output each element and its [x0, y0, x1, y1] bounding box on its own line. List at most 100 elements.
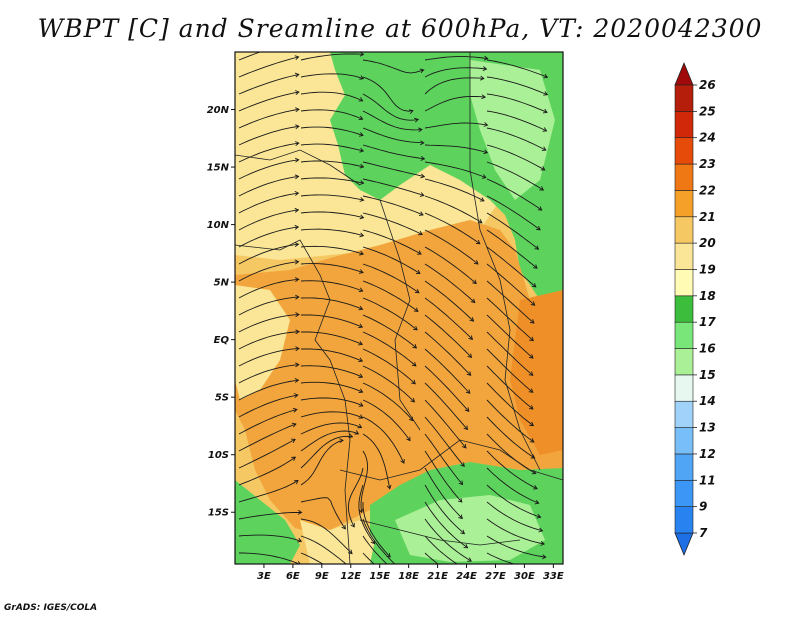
colorbar-swatch [674, 190, 694, 218]
streamline [424, 433, 463, 485]
colorbar-label: 13 [699, 421, 716, 435]
streamline-arrow [295, 141, 300, 146]
streamline-arrow [357, 423, 363, 429]
streamline [424, 365, 470, 412]
streamline [362, 365, 415, 403]
colorbar-swatch [674, 295, 694, 323]
streamline [424, 467, 463, 519]
streamline-arrow [341, 524, 346, 530]
wbpt-field [235, 52, 563, 564]
colorbar-label: 16 [699, 342, 716, 356]
streamline-arrow [294, 72, 300, 78]
streamline [300, 435, 353, 469]
streamline-arrow [536, 513, 542, 519]
streamline [486, 297, 534, 342]
lat-tick-label: 5N [214, 278, 230, 289]
streamline [424, 96, 486, 112]
colorbar-label: 9 [699, 500, 707, 514]
streamline-arrow [359, 250, 365, 256]
streamline-arrow [467, 557, 472, 562]
streamline-arrow [465, 389, 471, 394]
streamline [486, 331, 534, 376]
streamline-arrow [469, 317, 475, 322]
streamline-arrow [474, 584, 478, 588]
streamline-arrow [463, 425, 469, 431]
streamline-arrow [295, 124, 300, 130]
streamline [300, 397, 363, 407]
lon-tick-label: 21E [427, 571, 448, 582]
streamline [486, 144, 545, 171]
streamline-arrow [295, 90, 300, 95]
streamline [238, 142, 299, 163]
streamline [300, 194, 364, 201]
streamline [238, 331, 300, 350]
lat-tick-label: 15S [208, 508, 229, 519]
streamline-arrow [411, 361, 417, 367]
streamline [300, 497, 346, 530]
streamline [238, 456, 296, 486]
streamline [300, 365, 363, 378]
streamline [424, 518, 472, 562]
streamline-arrow [386, 484, 392, 490]
streamline [424, 229, 479, 265]
streamline-arrow [294, 55, 300, 61]
colorbar-swatch [674, 321, 694, 349]
streamline [424, 450, 463, 503]
streamline [486, 348, 534, 393]
lon-tick-label: 33E [543, 571, 564, 582]
streamline [300, 411, 363, 419]
streamline [347, 467, 364, 528]
streamline-arrow [529, 438, 535, 443]
streamline [300, 430, 359, 452]
streamline-arrow [358, 132, 364, 137]
streamline [486, 263, 535, 306]
streamline-arrow [359, 147, 365, 153]
streamline [424, 535, 458, 564]
streamline [300, 211, 364, 219]
streamline [238, 175, 299, 197]
streamline-arrow [418, 127, 423, 133]
streamline [424, 56, 488, 61]
lon-tick-label: 12E [340, 571, 361, 582]
streamline [300, 177, 364, 184]
streamline [424, 382, 468, 430]
streamline [362, 76, 413, 112]
streamline [424, 399, 467, 449]
streamline [362, 382, 414, 421]
streamline-arrow [294, 174, 300, 180]
colorbar-label: 24 [699, 131, 716, 145]
streamline [300, 422, 362, 435]
streamline-arrow [461, 443, 467, 449]
streamline-arrow [542, 554, 547, 560]
streamline [486, 59, 548, 78]
streamline [362, 246, 421, 274]
streamline [238, 423, 297, 452]
streamline [238, 261, 299, 282]
streamline [424, 263, 476, 303]
latitude-axis: 20N 15N 10N 5N EQ 5S 10S 15S [207, 105, 235, 519]
country-borders [235, 52, 563, 564]
streamline-arrow [416, 250, 422, 255]
streamline [300, 228, 364, 237]
streamline-arrow [531, 282, 537, 288]
colorbar-label: 7 [699, 526, 708, 540]
streamline-arrow [294, 224, 300, 230]
streamline [300, 109, 363, 120]
colorbar-label: 18 [699, 289, 716, 303]
streamline-arrow [354, 430, 360, 435]
streamline-arrow [529, 421, 535, 427]
streamline-arrow [414, 117, 420, 123]
streamline [486, 535, 546, 558]
streamline [362, 518, 396, 564]
streamline [362, 93, 419, 121]
streamline [362, 399, 411, 441]
streamline-arrow [536, 225, 541, 231]
streamline [486, 382, 534, 426]
streamline-arrow [294, 242, 300, 247]
streamline [362, 535, 388, 564]
streamline-arrow [542, 127, 548, 132]
streamline [300, 518, 353, 554]
streamline [424, 416, 465, 467]
streamline [238, 439, 296, 469]
streamline [300, 297, 363, 310]
